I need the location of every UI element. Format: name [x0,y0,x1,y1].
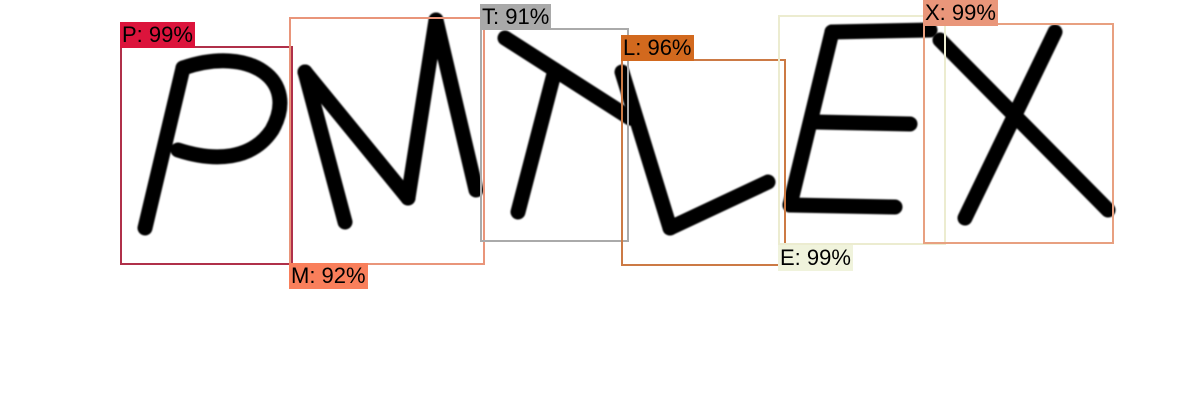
glyph-x [932,24,1116,226]
detection-box-t [480,28,629,242]
glyph-p [137,53,288,236]
glyph-l [614,64,776,236]
detection-box-m [289,17,485,265]
glyph-e [782,22,938,215]
detection-box-l [621,59,786,266]
detection-box-x [923,23,1114,244]
detection-label-e: E: 99% [778,245,853,271]
glyph-t [497,30,638,220]
glyph-m [297,12,484,230]
detection-label-l: L: 96% [621,35,694,61]
detection-label-t: T: 91% [480,4,552,30]
detection-label-m: M: 92% [289,263,368,289]
detection-label-p: P: 99% [120,22,195,48]
detection-box-p [120,46,293,265]
detection-label-x: X: 99% [923,0,998,26]
detection-box-e [778,15,946,245]
